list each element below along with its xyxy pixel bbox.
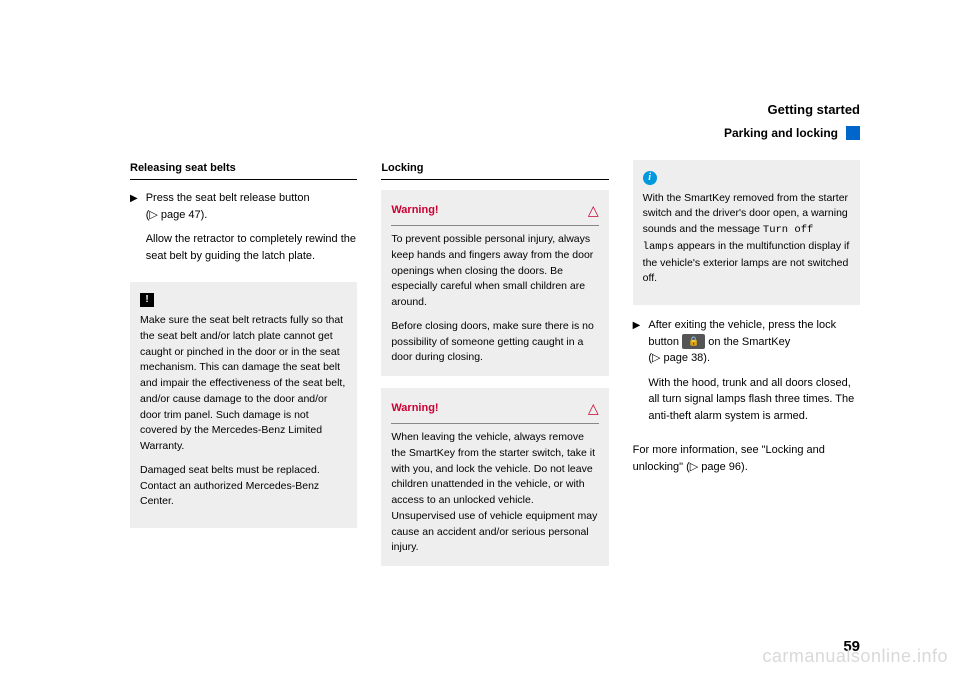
chapter-title: Getting started [130, 100, 860, 120]
warning-text: When leaving the vehicle, always remove … [391, 430, 598, 556]
caution-box: ! Make sure the seat belt retracts fully… [130, 282, 357, 528]
page-content: Getting started Parking and locking Rele… [130, 100, 860, 608]
instruction-text: After exiting the vehicle, press the loc… [648, 317, 860, 432]
column-3: i With the SmartKey removed from the sta… [633, 160, 860, 579]
instruction-text: Press the seat belt release button (▷ pa… [146, 190, 358, 272]
instruction-item: ▶ Press the seat belt release button (▷ … [130, 190, 357, 272]
instruction-item: ▶ After exiting the vehicle, press the l… [633, 317, 860, 432]
caution-text: Make sure the seat belt retracts fully s… [140, 313, 347, 455]
caution-text: Damaged seat belts must be replaced. Con… [140, 463, 347, 510]
page-ref: (▷ page 47). [146, 209, 208, 221]
section-title: Parking and locking [724, 124, 838, 142]
warning-text: To prevent possible personal injury, alw… [391, 232, 598, 311]
page-header: Getting started Parking and locking [130, 100, 860, 142]
page-ref: (▷ page 38). [648, 352, 710, 364]
warning-triangle-icon: △ [588, 398, 599, 419]
warning-header: Warning! △ [391, 200, 598, 226]
column-2: Locking Warning! △ To prevent possible p… [381, 160, 608, 579]
info-icon: i [643, 171, 657, 185]
warning-box: Warning! △ To prevent possible personal … [381, 190, 608, 376]
heading-releasing-seat-belts: Releasing seat belts [130, 160, 357, 181]
bullet-arrow-icon: ▶ [633, 318, 641, 432]
text: on the SmartKey [705, 336, 790, 348]
info-text: With the SmartKey removed from the start… [643, 191, 850, 288]
text: appears in the multifunction display if … [643, 240, 850, 285]
content-columns: Releasing seat belts ▶ Press the seat be… [130, 160, 860, 579]
text: With the SmartKey removed from the start… [643, 192, 848, 236]
column-1: Releasing seat belts ▶ Press the seat be… [130, 160, 357, 579]
section-marker-icon [846, 126, 860, 140]
watermark: carmanualsonline.info [762, 643, 948, 670]
warning-header: Warning! △ [391, 398, 598, 424]
warning-box: Warning! △ When leaving the vehicle, alw… [381, 388, 608, 566]
warning-label: Warning! [391, 400, 438, 417]
section-title-row: Parking and locking [130, 124, 860, 142]
text: Allow the retractor to completely rewind… [146, 231, 358, 264]
caution-icon: ! [140, 293, 154, 307]
heading-locking: Locking [381, 160, 608, 181]
text: With the hood, trunk and all doors close… [648, 375, 860, 425]
lock-button-icon: 🔒 [682, 334, 705, 350]
warning-triangle-icon: △ [588, 200, 599, 221]
footer-text: For more information, see "Locking and u… [633, 442, 860, 475]
bullet-arrow-icon: ▶ [130, 191, 138, 272]
warning-label: Warning! [391, 202, 438, 219]
warning-text: Before closing doors, make sure there is… [391, 319, 598, 366]
text: Press the seat belt release button [146, 192, 310, 204]
info-box: i With the SmartKey removed from the sta… [633, 160, 860, 306]
